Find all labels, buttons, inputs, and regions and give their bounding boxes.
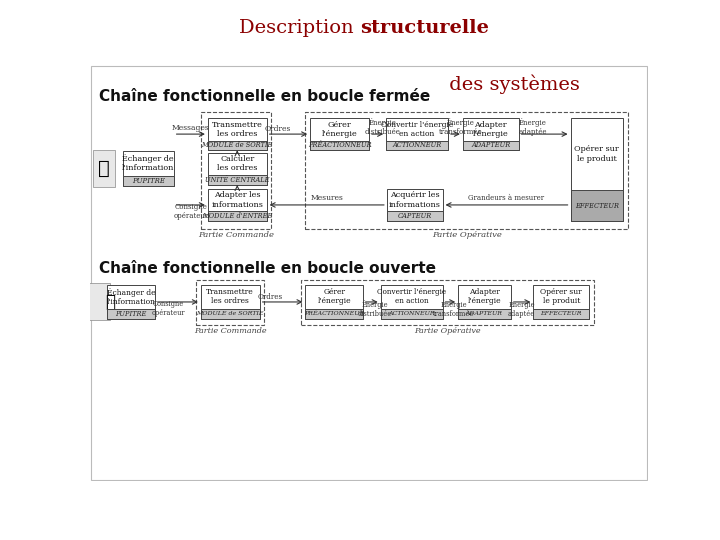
Text: Chaîne fonctionnelle en boucle ouverte: Chaîne fonctionnelle en boucle ouverte bbox=[99, 261, 436, 276]
Text: structurelle: structurelle bbox=[360, 19, 489, 37]
Bar bbox=[458, 309, 510, 319]
Text: Partie Commande: Partie Commande bbox=[198, 231, 274, 239]
Text: Énergie
transformée: Énergie transformée bbox=[433, 300, 474, 318]
Text: Mesures: Mesures bbox=[310, 194, 343, 202]
Text: Adapter les
informations: Adapter les informations bbox=[211, 192, 264, 208]
Text: Énergie
adaptée: Énergie adaptée bbox=[508, 300, 535, 318]
Bar bbox=[122, 176, 174, 186]
Text: Consigne
opérateur: Consigne opérateur bbox=[173, 203, 208, 220]
Text: Convertir l'énergie
en action: Convertir l'énergie en action bbox=[377, 288, 446, 306]
Text: Ordres: Ordres bbox=[258, 293, 283, 301]
Bar bbox=[310, 118, 369, 150]
Text: Convertir l'énergie
en action: Convertir l'énergie en action bbox=[381, 120, 453, 138]
Text: EFFECTEUR: EFFECTEUR bbox=[575, 201, 619, 210]
Text: Transmettre
les ordres: Transmettre les ordres bbox=[212, 120, 263, 138]
Text: Échanger de
l'information: Échanger de l'information bbox=[107, 288, 156, 306]
Bar bbox=[208, 118, 266, 150]
Bar bbox=[534, 309, 589, 319]
Text: des systèmes: des systèmes bbox=[443, 75, 580, 94]
Bar bbox=[196, 280, 264, 325]
Text: Transmettre
les ordres: Transmettre les ordres bbox=[207, 288, 254, 306]
Bar bbox=[93, 150, 114, 187]
Bar bbox=[381, 285, 443, 319]
Text: Gérer
l'énergie: Gérer l'énergie bbox=[322, 120, 357, 138]
Text: Partie Opérative: Partie Opérative bbox=[432, 231, 502, 239]
Text: Partie Opérative: Partie Opérative bbox=[414, 327, 480, 335]
Bar bbox=[463, 118, 518, 150]
Bar bbox=[208, 140, 266, 150]
Text: Ordres: Ordres bbox=[264, 125, 291, 133]
Text: PUPITRE: PUPITRE bbox=[115, 310, 147, 318]
Text: Adapter
l'énergie: Adapter l'énergie bbox=[468, 288, 501, 306]
Bar bbox=[310, 140, 369, 150]
Bar bbox=[107, 309, 155, 319]
Bar bbox=[201, 285, 260, 319]
Text: Messages: Messages bbox=[172, 124, 210, 132]
Text: MODULE de SORTIE: MODULE de SORTIE bbox=[197, 312, 264, 316]
Text: CAPTEUR: CAPTEUR bbox=[397, 212, 432, 220]
Text: Chaîne fonctionnelle en boucle fermée: Chaîne fonctionnelle en boucle fermée bbox=[99, 90, 431, 104]
Text: 👤: 👤 bbox=[105, 293, 115, 311]
Text: Adapter
l'énergie: Adapter l'énergie bbox=[473, 120, 508, 138]
Text: ADAPTEUR: ADAPTEUR bbox=[466, 312, 503, 316]
Bar bbox=[89, 284, 110, 320]
Bar bbox=[570, 190, 624, 221]
Text: Grandeurs à mesurer: Grandeurs à mesurer bbox=[469, 194, 544, 202]
Text: EFFECTEUR: EFFECTEUR bbox=[541, 312, 582, 316]
Text: Énergie
distribuée: Énergie distribuée bbox=[358, 300, 392, 318]
Bar bbox=[534, 285, 589, 319]
Bar bbox=[208, 175, 266, 185]
Text: UNITÉ CENTRALE: UNITÉ CENTRALE bbox=[205, 176, 269, 184]
Bar bbox=[386, 140, 448, 150]
Text: 👤: 👤 bbox=[98, 159, 110, 178]
Text: Gérer
l'énergie: Gérer l'énergie bbox=[318, 288, 351, 306]
Text: PRÉACTIONNEUR: PRÉACTIONNEUR bbox=[304, 311, 364, 316]
Text: Acquérir les
informations: Acquérir les informations bbox=[389, 192, 441, 208]
Text: Échanger de
l'information: Échanger de l'information bbox=[122, 154, 174, 172]
Text: ACTIONNEUR: ACTIONNEUR bbox=[392, 141, 441, 150]
Text: Opérer sur
le produit: Opérer sur le produit bbox=[541, 288, 582, 306]
Bar bbox=[107, 285, 155, 319]
Text: Énergie
adaptée: Énergie adaptée bbox=[518, 118, 546, 136]
Bar bbox=[208, 211, 266, 221]
Text: Énergie
distribuée: Énergie distribuée bbox=[364, 118, 400, 136]
Bar bbox=[305, 112, 628, 229]
Text: Énergie
transformée: Énergie transformée bbox=[438, 118, 482, 136]
Text: Opérer sur
le produit: Opérer sur le produit bbox=[575, 145, 619, 163]
Bar bbox=[122, 151, 174, 186]
Bar bbox=[387, 189, 443, 221]
Bar bbox=[201, 309, 260, 319]
Text: PRÉACTIONNEUR: PRÉACTIONNEUR bbox=[307, 141, 372, 150]
Bar bbox=[305, 309, 363, 319]
Bar bbox=[463, 140, 518, 150]
Text: Consigne
opérateur: Consigne opérateur bbox=[151, 300, 185, 318]
Bar bbox=[386, 118, 448, 150]
Bar bbox=[208, 189, 266, 221]
Text: ADAPTEUR: ADAPTEUR bbox=[471, 141, 510, 150]
Text: ACTIONNEUR: ACTIONNEUR bbox=[388, 312, 435, 316]
Text: Partie Commande: Partie Commande bbox=[194, 327, 266, 335]
Bar bbox=[201, 112, 271, 229]
Bar bbox=[305, 285, 363, 319]
Text: Calculer
les ordres: Calculer les ordres bbox=[217, 156, 258, 172]
Bar bbox=[458, 285, 510, 319]
Text: MODULE de SORTIE: MODULE de SORTIE bbox=[202, 141, 273, 150]
Text: Description: Description bbox=[239, 19, 360, 37]
Bar bbox=[301, 280, 594, 325]
Bar bbox=[570, 118, 624, 221]
Bar bbox=[387, 211, 443, 221]
Text: PUPITRE: PUPITRE bbox=[132, 177, 165, 185]
Bar bbox=[208, 153, 266, 185]
Bar bbox=[381, 309, 443, 319]
Text: MODULE d'ENTRÉE: MODULE d'ENTRÉE bbox=[202, 212, 272, 220]
